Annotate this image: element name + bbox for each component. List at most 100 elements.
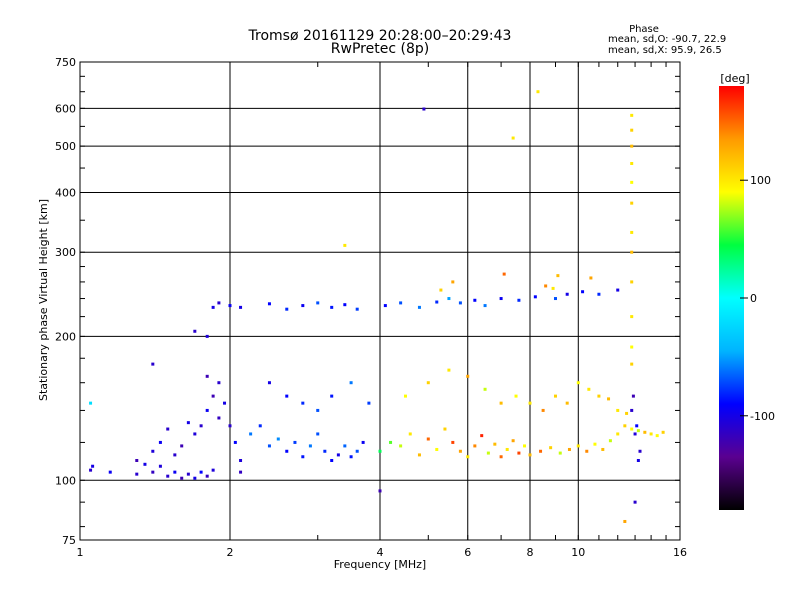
data-point — [597, 292, 601, 296]
x-tick-label: 8 — [527, 546, 534, 559]
data-point — [361, 440, 365, 444]
data-point — [367, 401, 371, 405]
data-point — [355, 449, 359, 453]
data-point — [601, 447, 605, 451]
chart-subtitle: RwPretec (8p) — [331, 41, 429, 57]
x-tick-label: 1 — [77, 546, 84, 559]
data-point — [523, 444, 527, 448]
data-point — [551, 286, 555, 290]
data-point — [239, 470, 243, 474]
data-point — [633, 500, 637, 504]
y-tick-label: 750 — [55, 56, 76, 69]
data-point — [630, 315, 634, 319]
data-point — [301, 304, 305, 308]
data-point — [539, 449, 543, 453]
data-point — [285, 307, 289, 311]
data-point — [285, 449, 289, 453]
data-point — [630, 230, 634, 234]
data-point — [389, 440, 393, 444]
data-point — [633, 432, 637, 436]
stats-line-x: mean, sd,X: 95.9, 26.5 — [608, 45, 722, 56]
data-point — [451, 440, 455, 444]
data-point — [180, 476, 184, 480]
data-point — [630, 408, 634, 412]
data-point — [473, 298, 477, 302]
data-point — [228, 304, 232, 308]
data-point — [151, 362, 155, 366]
data-point — [399, 444, 403, 448]
data-point — [193, 476, 197, 480]
data-point — [630, 250, 634, 254]
data-point — [166, 427, 170, 431]
data-point — [630, 113, 634, 117]
data-point — [233, 440, 237, 444]
data-point — [630, 427, 634, 431]
x-tick-label: 10 — [571, 546, 585, 559]
data-point — [89, 468, 93, 472]
data-point — [435, 300, 439, 304]
y-tick-label: 400 — [55, 186, 76, 199]
data-point — [223, 401, 227, 405]
data-point — [623, 519, 627, 523]
data-point — [630, 345, 634, 349]
data-point — [158, 440, 162, 444]
data-point — [451, 280, 455, 284]
data-point — [608, 439, 612, 443]
data-point — [180, 444, 184, 448]
data-point — [205, 408, 209, 412]
data-point — [556, 274, 560, 278]
y-axis-label: Stationary phase Virtual Height [km] — [37, 199, 50, 401]
data-point — [249, 432, 253, 436]
data-point — [638, 449, 642, 453]
data-point — [443, 427, 447, 431]
data-point — [91, 464, 95, 468]
x-tick-label: 2 — [227, 546, 234, 559]
data-point — [631, 394, 635, 398]
data-point — [426, 381, 430, 385]
data-point — [267, 302, 271, 306]
colorbar-tick-label: 0 — [750, 292, 757, 305]
data-point — [589, 276, 593, 280]
data-point — [565, 292, 569, 296]
data-point — [349, 455, 353, 459]
data-point — [585, 449, 589, 453]
data-point — [576, 381, 580, 385]
data-point — [217, 301, 221, 305]
data-point — [316, 301, 320, 305]
data-point — [267, 444, 271, 448]
data-point — [378, 449, 382, 453]
data-point — [567, 447, 571, 451]
colorbar-tick-label: 100 — [750, 174, 771, 187]
data-point — [597, 394, 601, 398]
data-point — [135, 472, 139, 476]
data-point — [466, 455, 470, 459]
data-point — [217, 416, 221, 420]
data-point — [108, 470, 112, 474]
data-point — [205, 474, 209, 478]
y-tick-label: 600 — [55, 102, 76, 115]
data-point — [343, 303, 347, 307]
data-point — [514, 394, 518, 398]
data-point — [336, 453, 340, 457]
y-tick-label: 100 — [55, 474, 76, 487]
data-point — [349, 381, 353, 385]
data-point — [625, 411, 629, 415]
data-point — [581, 290, 585, 294]
data-point — [616, 288, 620, 292]
data-point — [211, 394, 215, 398]
data-point — [616, 408, 620, 412]
data-point — [143, 462, 147, 466]
data-point — [151, 449, 155, 453]
data-point — [587, 387, 591, 391]
data-point — [193, 329, 197, 333]
x-axis-label: Frequency [MHz] — [334, 558, 426, 571]
data-point — [158, 464, 162, 468]
data-point — [553, 297, 557, 301]
x-tick-label: 6 — [464, 546, 471, 559]
y-axis-ticks: 75 100 200 300 400 500 600 750 — [55, 56, 680, 547]
data-point — [228, 424, 232, 428]
data-point — [480, 434, 484, 438]
data-point — [517, 451, 521, 455]
data-point — [549, 446, 553, 450]
y-tick-label: 75 — [62, 534, 76, 547]
